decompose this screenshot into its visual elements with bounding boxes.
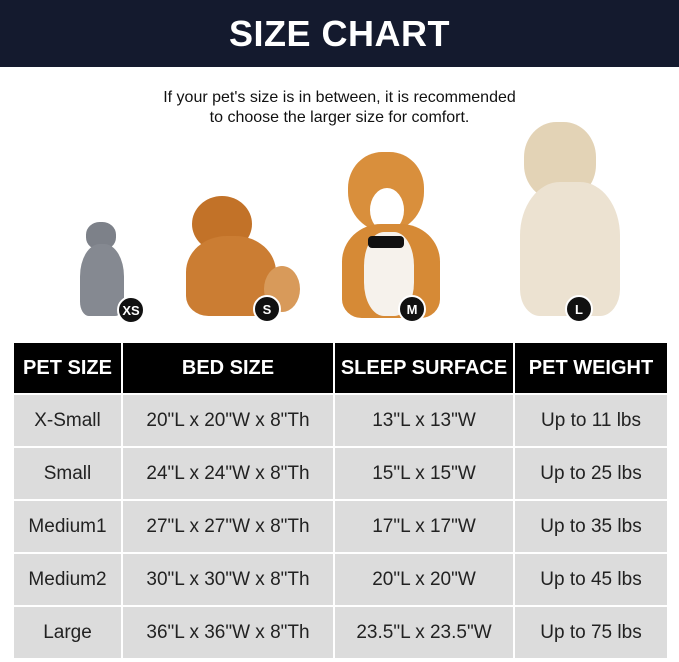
pomeranian-image: [186, 196, 300, 318]
cell-pet-weight: Up to 75 lbs: [513, 605, 669, 660]
cell-sleep-surface: 13"L x 13"W: [333, 393, 515, 448]
cell-bed-size: 36"L x 36"W x 8"Th: [121, 605, 335, 660]
cell-pet-size: Medium2: [12, 552, 123, 607]
cat-image: [78, 222, 126, 318]
cell-pet-weight: Up to 11 lbs: [513, 393, 669, 448]
cell-bed-size: 30"L x 30"W x 8"Th: [121, 552, 335, 607]
page-title: SIZE CHART: [229, 12, 450, 54]
size-note: If your pet's size is in between, it is …: [0, 88, 679, 128]
size-badge-l: L: [565, 295, 593, 323]
cell-sleep-surface: 17"L x 17"W: [333, 499, 515, 554]
size-chart-title-bar: SIZE CHART: [0, 0, 679, 67]
cell-pet-size: Large: [12, 605, 123, 660]
header-pet-weight: PET WEIGHT: [513, 343, 669, 394]
table-row: Small 24"L x 24"W x 8"Th 15"L x 15"W Up to …: [12, 446, 669, 501]
cell-pet-weight: Up to 45 lbs: [513, 552, 669, 607]
table-row: Medium1 27"L x 27"W x 8"Th 17"L x 17"W Up t…: [12, 499, 669, 554]
size-badge-s: S: [253, 295, 281, 323]
cell-pet-size: Medium1: [12, 499, 123, 554]
cell-pet-size: X-Small: [12, 393, 123, 448]
note-line-1: If your pet's size is in between, it is …: [163, 89, 516, 106]
header-sleep-surface: SLEEP SURFACE: [333, 343, 515, 394]
table-row: Large 36"L x 36"W x 8"Th 23.5"L x 23.5"W Up…: [12, 605, 669, 660]
note-line-2: to choose the larger size for comfort.: [209, 109, 470, 126]
corgi-image: [334, 152, 444, 320]
cell-sleep-surface: 15"L x 15"W: [333, 446, 515, 501]
cell-pet-size: Small: [12, 446, 123, 501]
header-bed-size: BED SIZE: [121, 343, 335, 394]
header-pet-size: PET SIZE: [12, 343, 123, 394]
size-table: PET SIZE BED SIZE SLEEP SURFACE PET WEIG…: [12, 343, 669, 660]
cell-pet-weight: Up to 35 lbs: [513, 499, 669, 554]
size-badge-xs: XS: [117, 296, 145, 324]
size-badge-m: M: [398, 295, 426, 323]
table-row: Medium2 30"L x 30"W x 8"Th 20"L x 20"W Up t…: [12, 552, 669, 607]
table-row: X-Small 20"L x 20"W x 8"Th 13"L x 13"W Up t…: [12, 393, 669, 448]
golden-retriever-image: [516, 122, 622, 318]
cell-bed-size: 27"L x 27"W x 8"Th: [121, 499, 335, 554]
cell-bed-size: 20"L x 20"W x 8"Th: [121, 393, 335, 448]
cell-bed-size: 24"L x 24"W x 8"Th: [121, 446, 335, 501]
cell-sleep-surface: 20"L x 20"W: [333, 552, 515, 607]
cell-sleep-surface: 23.5"L x 23.5"W: [333, 605, 515, 660]
table-header-row: PET SIZE BED SIZE SLEEP SURFACE PET WEIG…: [12, 343, 669, 394]
cell-pet-weight: Up to 25 lbs: [513, 446, 669, 501]
